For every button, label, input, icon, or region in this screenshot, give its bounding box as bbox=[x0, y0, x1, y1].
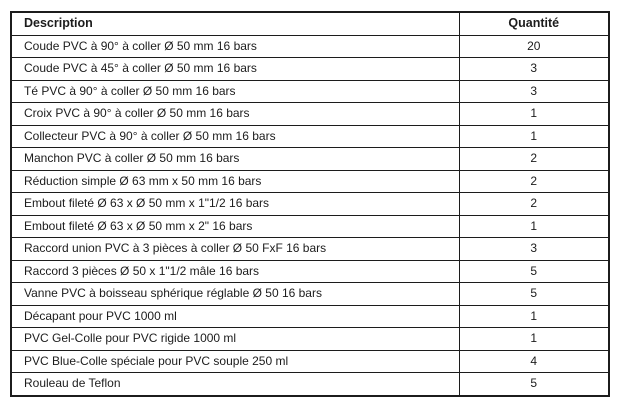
table-row: Coude PVC à 45° à coller Ø 50 mm 16 bars… bbox=[10, 57, 610, 81]
description-cell: Raccord union PVC à 3 pièces à coller Ø … bbox=[10, 237, 460, 261]
table-row: Collecteur PVC à 90° à coller Ø 50 mm 16… bbox=[10, 124, 610, 148]
table-row: Té PVC à 90° à coller Ø 50 mm 16 bars 3 bbox=[10, 79, 610, 103]
quantity-cell: 1 bbox=[458, 327, 610, 351]
quantity-cell: 1 bbox=[458, 214, 610, 238]
table-row: Réduction simple Ø 63 mm x 50 mm 16 bars… bbox=[10, 169, 610, 193]
table-row: Rouleau de Teflon 5 bbox=[10, 372, 610, 396]
table-row: Décapant pour PVC 1000 ml 1 bbox=[10, 304, 610, 328]
description-cell: PVC Gel-Colle pour PVC rigide 1000 ml bbox=[10, 327, 460, 351]
quantity-cell: 1 bbox=[458, 102, 610, 126]
table-row: Raccord union PVC à 3 pièces à coller Ø … bbox=[10, 237, 610, 261]
table-row: Coude PVC à 90° à coller Ø 50 mm 16 bars… bbox=[10, 34, 610, 58]
quantity-cell: 5 bbox=[458, 259, 610, 283]
quantity-cell: 1 bbox=[458, 304, 610, 328]
description-cell: Coude PVC à 90° à coller Ø 50 mm 16 bars bbox=[10, 34, 460, 58]
quantity-cell: 1 bbox=[458, 124, 610, 148]
description-cell: Collecteur PVC à 90° à coller Ø 50 mm 16… bbox=[10, 124, 460, 148]
description-cell: Rouleau de Teflon bbox=[10, 372, 460, 396]
description-cell: Embout fileté Ø 63 x Ø 50 mm x 1"1/2 16 … bbox=[10, 192, 460, 216]
description-cell: Coude PVC à 45° à coller Ø 50 mm 16 bars bbox=[10, 57, 460, 81]
quantity-cell: 3 bbox=[458, 79, 610, 103]
description-cell: Raccord 3 pièces Ø 50 x 1"1/2 mâle 16 ba… bbox=[10, 259, 460, 283]
description-cell: Embout fileté Ø 63 x Ø 50 mm x 2" 16 bar… bbox=[10, 214, 460, 238]
quantity-cell: 3 bbox=[458, 57, 610, 81]
header-row: Description Quantité bbox=[10, 11, 610, 36]
quantity-cell: 4 bbox=[458, 349, 610, 373]
column-header-quantity: Quantité bbox=[458, 11, 610, 36]
quantity-cell: 3 bbox=[458, 237, 610, 261]
quantity-cell: 5 bbox=[458, 372, 610, 396]
table-row: Croix PVC à 90° à coller Ø 50 mm 16 bars… bbox=[10, 102, 610, 126]
table-row: Embout fileté Ø 63 x Ø 50 mm x 1"1/2 16 … bbox=[10, 192, 610, 216]
description-cell: Décapant pour PVC 1000 ml bbox=[10, 304, 460, 328]
description-cell: Croix PVC à 90° à coller Ø 50 mm 16 bars bbox=[10, 102, 460, 126]
column-header-description: Description bbox=[10, 11, 460, 36]
description-cell: Té PVC à 90° à coller Ø 50 mm 16 bars bbox=[10, 79, 460, 103]
quantity-cell: 2 bbox=[458, 169, 610, 193]
table-row: Manchon PVC à coller Ø 50 mm 16 bars 2 bbox=[10, 147, 610, 171]
table-row: PVC Blue-Colle spéciale pour PVC souple … bbox=[10, 349, 610, 373]
parts-list-table: Description Quantité Coude PVC à 90° à c… bbox=[10, 11, 610, 397]
description-cell: PVC Blue-Colle spéciale pour PVC souple … bbox=[10, 349, 460, 373]
quantity-cell: 5 bbox=[458, 282, 610, 306]
description-cell: Manchon PVC à coller Ø 50 mm 16 bars bbox=[10, 147, 460, 171]
quantity-cell: 2 bbox=[458, 192, 610, 216]
quantity-cell: 20 bbox=[458, 34, 610, 58]
table-row: Raccord 3 pièces Ø 50 x 1"1/2 mâle 16 ba… bbox=[10, 259, 610, 283]
description-cell: Réduction simple Ø 63 mm x 50 mm 16 bars bbox=[10, 169, 460, 193]
table-row: Embout fileté Ø 63 x Ø 50 mm x 2" 16 bar… bbox=[10, 214, 610, 238]
table-row: PVC Gel-Colle pour PVC rigide 1000 ml 1 bbox=[10, 327, 610, 351]
description-cell: Vanne PVC à boisseau sphérique réglable … bbox=[10, 282, 460, 306]
quantity-cell: 2 bbox=[458, 147, 610, 171]
table-row: Vanne PVC à boisseau sphérique réglable … bbox=[10, 282, 610, 306]
